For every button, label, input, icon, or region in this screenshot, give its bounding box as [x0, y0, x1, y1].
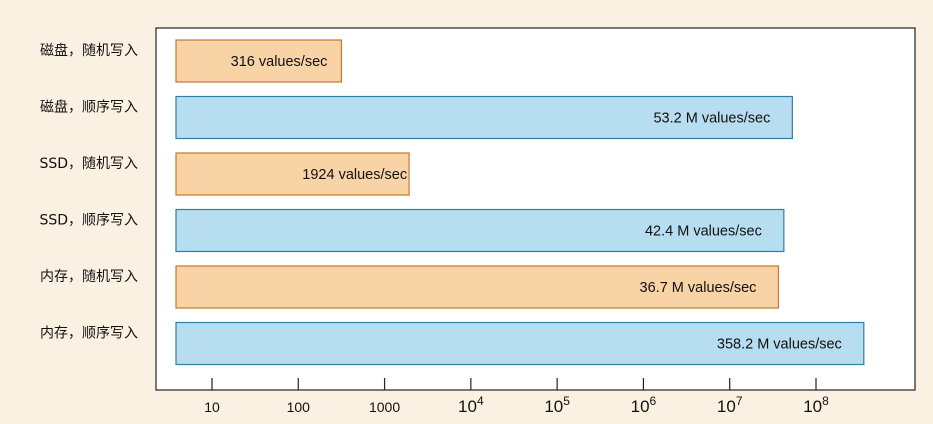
- category-label-5: 内存，随机写入: [40, 269, 138, 285]
- bar-1: [175, 39, 343, 83]
- bar-2: [175, 95, 793, 140]
- category-label-2: 磁盘，顺序写入: [40, 99, 138, 116]
- bar-value-label-2: 53.2 M values/sec: [653, 111, 770, 127]
- x-tick-label-2: 100: [287, 399, 311, 415]
- category-label-1: 磁盘，随机写入: [40, 42, 138, 59]
- bar-4: [175, 208, 785, 253]
- category-label-4: SSD，顺序写入: [39, 213, 138, 229]
- bar-6: [175, 321, 865, 366]
- bar-value-label-6: 358.2 M values/sec: [717, 337, 842, 353]
- x-tick-label-3: 1000: [369, 399, 400, 415]
- x-tick-label-6: 106: [631, 394, 657, 416]
- x-tick-label-8: 108: [803, 394, 829, 416]
- category-label-6: 内存，顺序写入: [40, 326, 138, 342]
- bar-value-label-5: 36.7 M values/sec: [640, 280, 757, 296]
- bar-value-label-3: 1924 values/sec: [302, 167, 407, 183]
- x-tick-label-1: 10: [204, 399, 220, 415]
- category-label-3: SSD，随机写入: [39, 156, 138, 172]
- x-tick-label-5: 105: [544, 394, 570, 416]
- bar-value-label-4: 42.4 M values/sec: [645, 224, 762, 240]
- bars-group: 316 values/sec 53.2 M values/sec 1924 valu…: [175, 39, 865, 366]
- bar-value-label-1: 316 values/sec: [231, 54, 328, 70]
- x-tick-label-4: 104: [458, 394, 484, 416]
- x-axis: 10 100 1000 104 105 106 107 108: [204, 378, 829, 416]
- x-tick-label-7: 107: [717, 394, 743, 416]
- bar-3: [175, 152, 410, 196]
- bar-5: [175, 265, 780, 309]
